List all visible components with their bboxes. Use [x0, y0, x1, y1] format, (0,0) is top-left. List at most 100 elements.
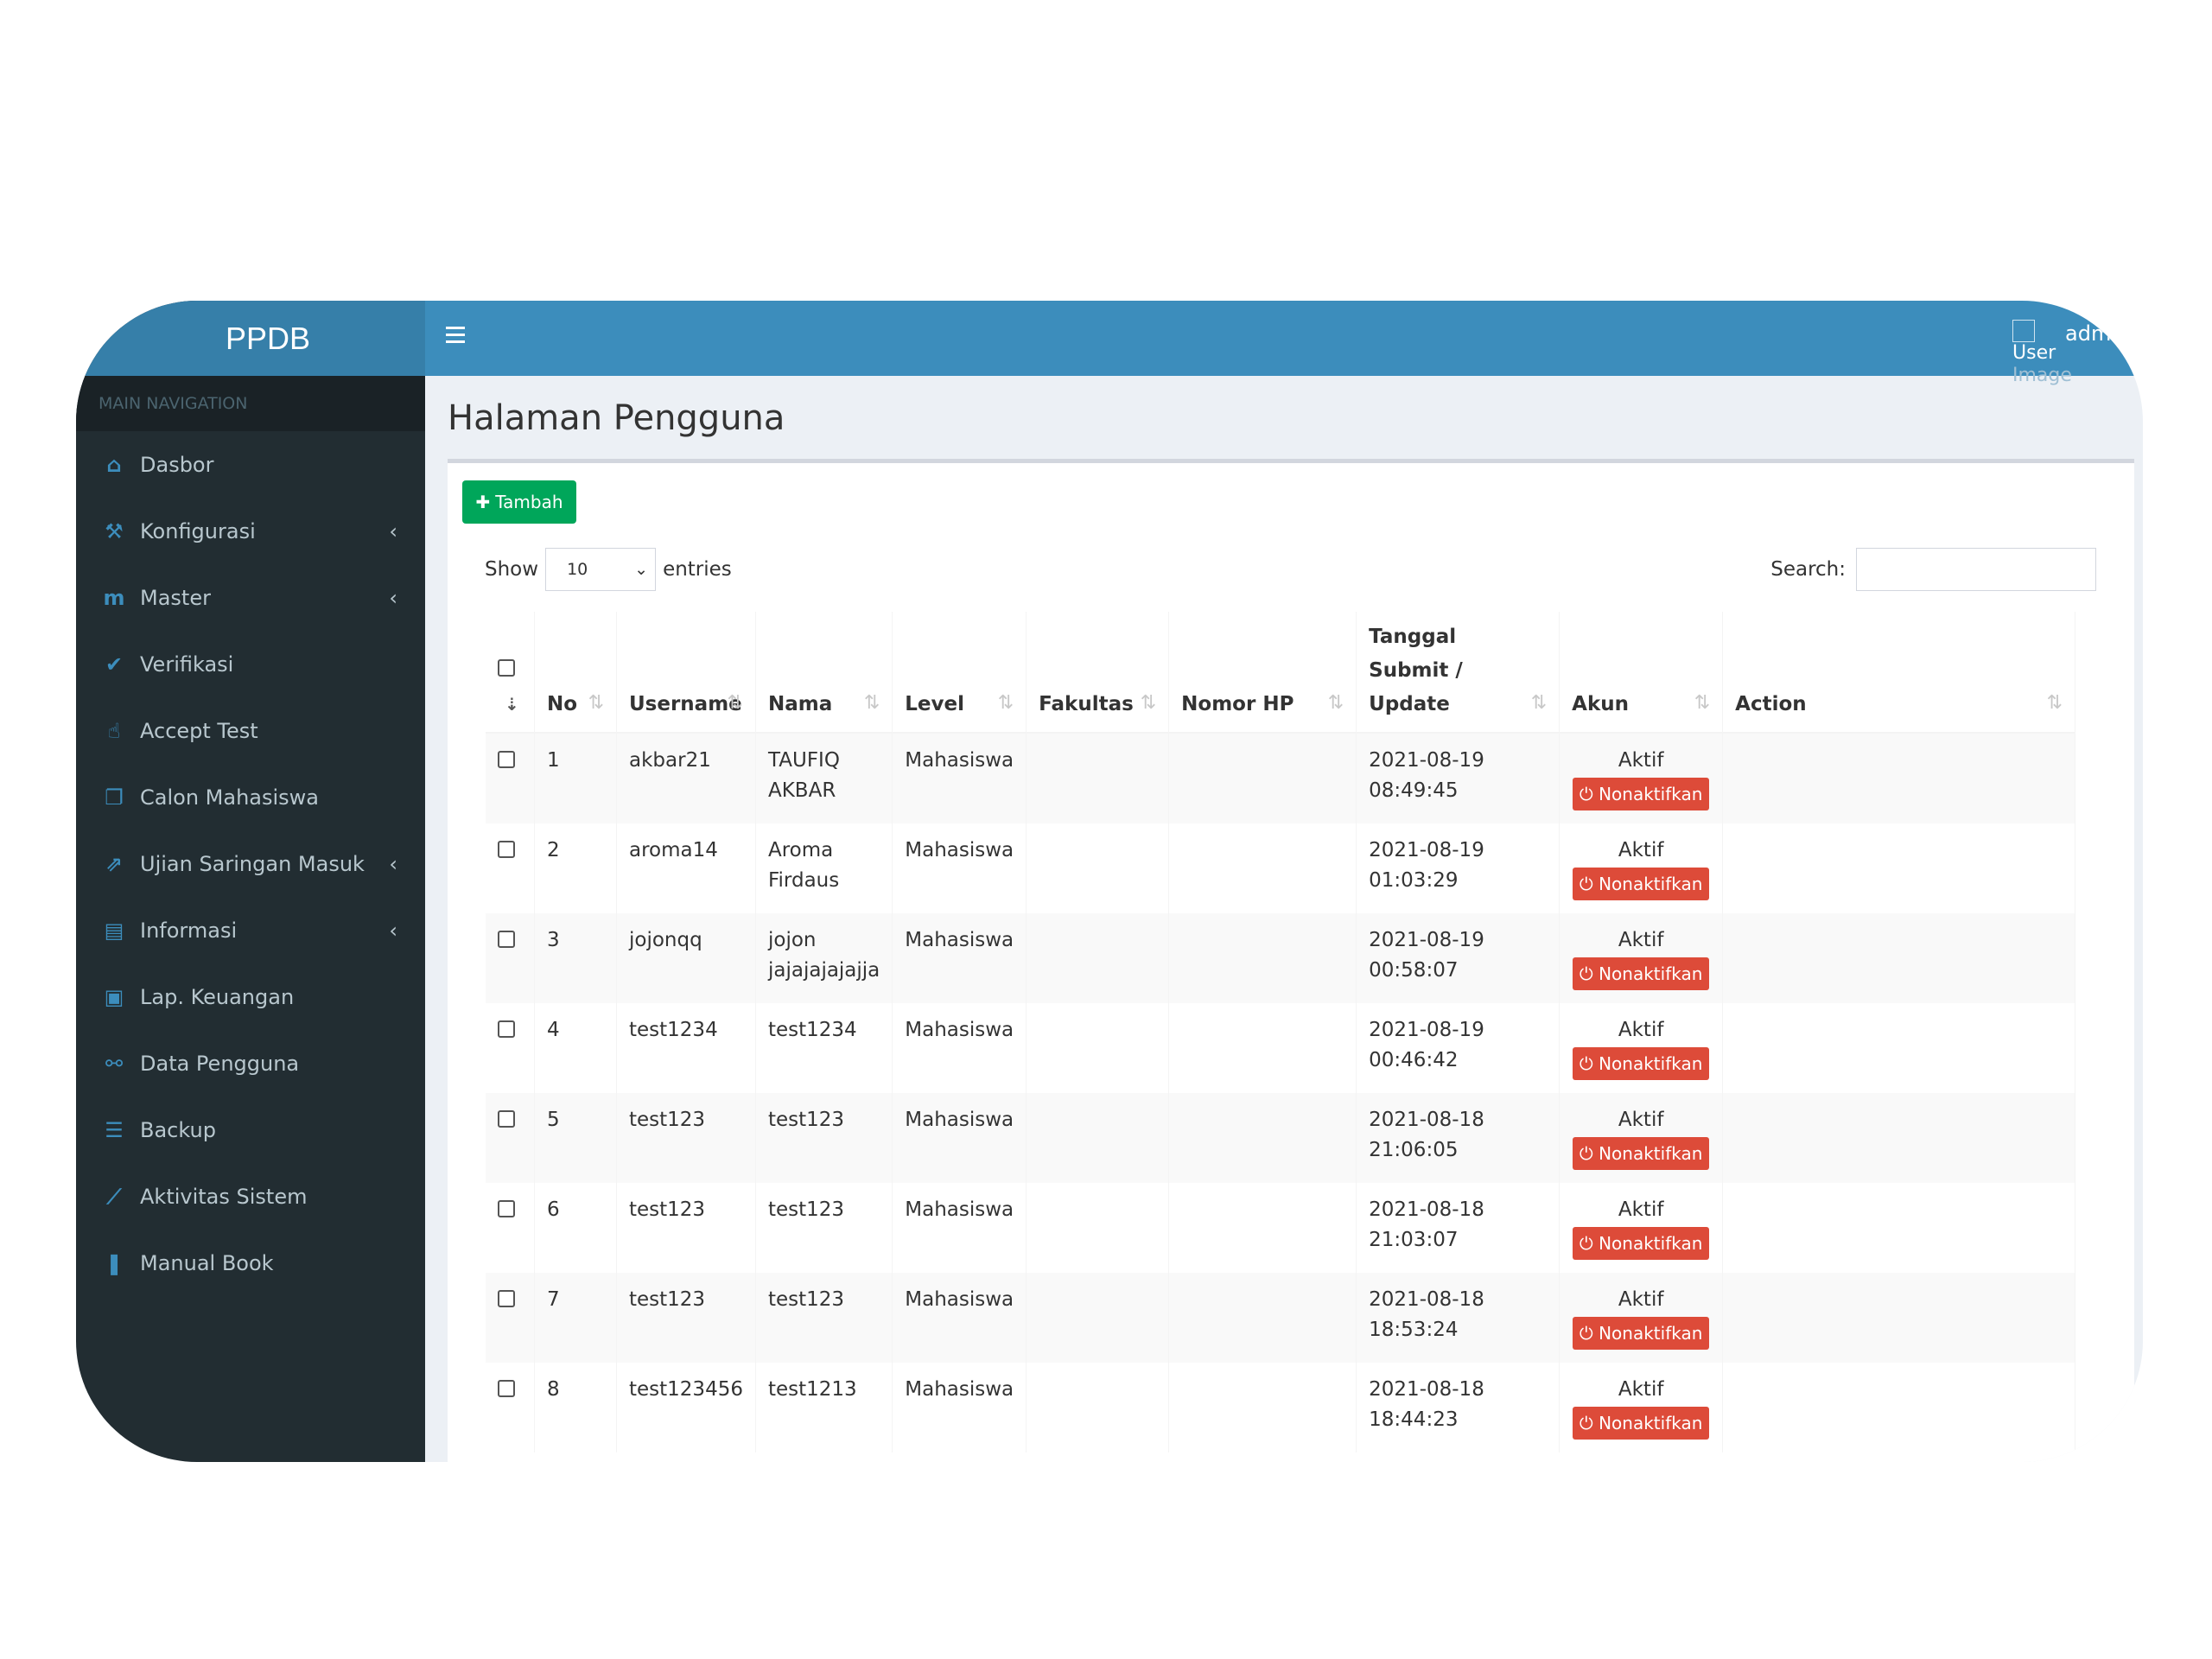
- top-bar: User Image admin: [425, 301, 2143, 386]
- search-input[interactable]: [1856, 548, 2096, 591]
- cell-tanggal: 2021-08-19 00:58:07: [1356, 913, 1560, 1003]
- deactivate-button[interactable]: ⏻ Nonaktifkan: [1572, 1407, 1710, 1440]
- submit-time: 21:06:05: [1369, 1139, 1459, 1161]
- col-tanggal[interactable]: Tanggal Submit / Update ⇅: [1356, 612, 1560, 734]
- col-nomor-hp[interactable]: Nomor HP ⇅: [1168, 612, 1357, 734]
- row-select-cell: [486, 1003, 535, 1093]
- submit-date: 2021-08-19: [1369, 1019, 1484, 1041]
- sidebar-item-verifikasi[interactable]: ✔ Verifikasi: [76, 631, 425, 697]
- sort-icon: ⇅: [727, 692, 743, 714]
- power-icon: ⏻: [1579, 1143, 1599, 1164]
- sort-icon: ⇅: [863, 692, 880, 714]
- cell-nama: test1234: [755, 1003, 893, 1093]
- cell-tanggal: 2021-08-18 21:03:07: [1356, 1183, 1560, 1273]
- row-checkbox[interactable]: [498, 1200, 515, 1217]
- share-square-icon: ⇗: [105, 851, 124, 876]
- row-checkbox[interactable]: [498, 1020, 515, 1038]
- cell-akun: Aktif ⏻ Nonaktifkan: [1559, 1183, 1724, 1273]
- row-checkbox[interactable]: [498, 1380, 515, 1397]
- search-label: Search:: [1770, 558, 1846, 581]
- sidebar-item-backup[interactable]: ☰ Backup: [76, 1096, 425, 1163]
- col-action[interactable]: Action ⇅: [1722, 612, 2075, 734]
- user-name[interactable]: admin: [2065, 321, 2131, 346]
- submit-time: 08:49:45: [1369, 779, 1459, 802]
- sidebar-item-informasi[interactable]: ▤ Informasi ‹: [76, 897, 425, 963]
- cell-nomor-hp: [1168, 1183, 1357, 1273]
- entries-control: Show 10 ⌄ entries: [485, 548, 732, 591]
- col-username[interactable]: Username ⇅: [616, 612, 756, 734]
- cell-nomor-hp: [1168, 733, 1357, 823]
- entries-select[interactable]: 10 ⌄: [545, 548, 657, 591]
- sidebar-item-ujian-saringan-masuk[interactable]: ⇗ Ujian Saringan Masuk ‹: [76, 830, 425, 897]
- status-badge: Aktif: [1618, 1019, 1664, 1041]
- deactivate-button[interactable]: ⏻ Nonaktifkan: [1572, 957, 1710, 990]
- cell-level: Mahasiswa: [892, 1183, 1027, 1273]
- cell-level: Mahasiswa: [892, 1093, 1027, 1183]
- sidebar-item-label: Backup: [140, 1117, 216, 1142]
- cell-nomor-hp: [1168, 1003, 1357, 1093]
- col-fakultas[interactable]: Fakultas ⇅: [1026, 612, 1170, 734]
- sidebar-item-aktivitas-sistem[interactable]: ⟋ Aktivitas Sistem: [76, 1163, 425, 1230]
- sidebar: PPDB MAIN NAVIGATION ⌂ Dasbor ⚒ Konfigurasi…: [76, 301, 425, 1462]
- row-checkbox[interactable]: [498, 841, 515, 858]
- deactivate-label: Nonaktifkan: [1599, 784, 1703, 804]
- cell-tanggal: 2021-08-18 18:44:23: [1356, 1363, 1560, 1452]
- sidebar-item-dasbor[interactable]: ⌂ Dasbor: [76, 431, 425, 498]
- sidebar-item-manual-book[interactable]: ❚ Manual Book: [76, 1230, 425, 1296]
- row-checkbox[interactable]: [498, 1290, 515, 1307]
- deactivate-button[interactable]: ⏻ Nonaktifkan: [1572, 1317, 1710, 1350]
- sidebar-item-calon-mahasiswa[interactable]: ❐ Calon Mahasiswa: [76, 764, 425, 830]
- col-nomor-hp-label: Nomor HP: [1181, 693, 1294, 715]
- deactivate-button[interactable]: ⏻ Nonaktifkan: [1572, 1047, 1710, 1080]
- deactivate-button[interactable]: ⏻ Nonaktifkan: [1572, 1137, 1710, 1170]
- deactivate-button[interactable]: ⏻ Nonaktifkan: [1572, 1227, 1710, 1260]
- sidebar-item-konfigurasi[interactable]: ⚒ Konfigurasi ‹: [76, 498, 425, 564]
- deactivate-button[interactable]: ⏻ Nonaktifkan: [1572, 778, 1710, 810]
- sidebar-item-label: Informasi: [140, 918, 238, 943]
- menu-toggle-icon[interactable]: [446, 327, 465, 346]
- row-select-cell: [486, 913, 535, 1003]
- power-icon: ⏻: [1579, 874, 1599, 894]
- col-akun[interactable]: Akun ⇅: [1559, 612, 1724, 734]
- submit-time: 00:58:07: [1369, 959, 1459, 982]
- deactivate-label: Nonaktifkan: [1599, 963, 1703, 984]
- cell-akun: Aktif ⏻ Nonaktifkan: [1559, 733, 1724, 823]
- broken-image-icon: [2012, 320, 2035, 342]
- cell-action: [1722, 1003, 2075, 1093]
- deactivate-button[interactable]: ⏻ Nonaktifkan: [1572, 868, 1710, 900]
- cell-action: [1722, 1363, 2075, 1452]
- submit-date: 2021-08-18: [1369, 1198, 1484, 1221]
- home-icon: ⌂: [106, 452, 122, 477]
- chevron-down-icon: ⌄: [634, 560, 649, 579]
- money-icon: ▣: [104, 984, 124, 1009]
- sidebar-item-data-pengguna[interactable]: ⚯ Data Pengguna: [76, 1030, 425, 1096]
- col-level[interactable]: Level ⇅: [892, 612, 1027, 734]
- cell-action: [1722, 913, 2075, 1003]
- show-label: Show: [485, 558, 539, 581]
- entries-label: entries: [663, 558, 732, 581]
- add-button[interactable]: ✚ Tambah: [462, 480, 576, 524]
- power-icon: ⏻: [1579, 1413, 1599, 1433]
- col-nama[interactable]: Nama ⇅: [755, 612, 893, 734]
- cell-action: [1722, 823, 2075, 913]
- row-checkbox[interactable]: [498, 751, 515, 768]
- sidebar-item-master[interactable]: m Master ‹: [76, 564, 425, 631]
- cell-fakultas: [1026, 1003, 1170, 1093]
- row-checkbox[interactable]: [498, 931, 515, 948]
- sidebar-item-accept-test[interactable]: ☝ Accept Test: [76, 697, 425, 764]
- cell-fakultas: [1026, 733, 1170, 823]
- sort-asc-icon[interactable]: ⇣: [505, 694, 519, 715]
- row-select-cell: [486, 1093, 535, 1183]
- app-logo[interactable]: PPDB: [76, 301, 425, 376]
- select-all-checkbox[interactable]: [498, 659, 515, 677]
- user-image[interactable]: User Image: [2012, 320, 2072, 387]
- sidebar-item-lap-keuangan[interactable]: ▣ Lap. Keuangan: [76, 963, 425, 1030]
- cell-no: 3: [534, 913, 617, 1003]
- cell-no: 5: [534, 1093, 617, 1183]
- col-no[interactable]: No ⇅: [534, 612, 617, 734]
- cell-username: test123: [616, 1093, 756, 1183]
- row-checkbox[interactable]: [498, 1110, 515, 1128]
- cell-nama: jojon jajajajajajja: [755, 913, 893, 1003]
- submit-time: 18:44:23: [1369, 1408, 1459, 1431]
- submit-time: 01:03:29: [1369, 869, 1459, 892]
